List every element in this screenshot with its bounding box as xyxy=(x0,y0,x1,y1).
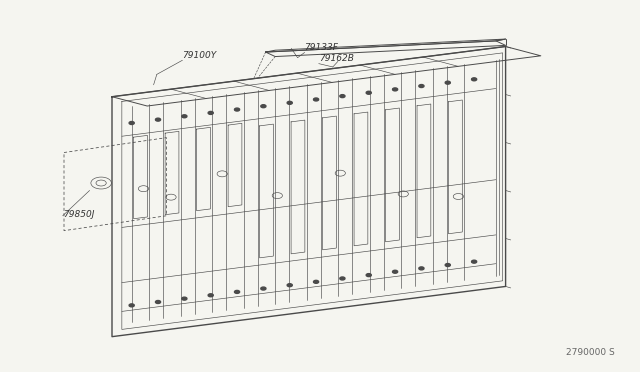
Circle shape xyxy=(445,263,451,266)
Text: 2790000 S: 2790000 S xyxy=(566,348,614,357)
Circle shape xyxy=(234,108,239,111)
Text: 79133F: 79133F xyxy=(304,43,338,52)
Circle shape xyxy=(261,105,266,108)
Text: 79100Y: 79100Y xyxy=(182,51,217,60)
Circle shape xyxy=(287,284,292,287)
Circle shape xyxy=(392,88,397,91)
Text: 79850J: 79850J xyxy=(63,210,94,219)
Text: 79162B: 79162B xyxy=(319,54,353,63)
Circle shape xyxy=(366,91,371,94)
Circle shape xyxy=(156,118,161,121)
Circle shape xyxy=(472,78,477,81)
Circle shape xyxy=(287,101,292,104)
Circle shape xyxy=(314,280,319,283)
Circle shape xyxy=(340,277,345,280)
Circle shape xyxy=(156,301,161,304)
Circle shape xyxy=(182,115,187,118)
Circle shape xyxy=(208,112,213,115)
Circle shape xyxy=(234,291,239,294)
Circle shape xyxy=(419,267,424,270)
Circle shape xyxy=(129,304,134,307)
Circle shape xyxy=(314,98,319,101)
Circle shape xyxy=(366,274,371,277)
Circle shape xyxy=(472,260,477,263)
Circle shape xyxy=(392,270,397,273)
Circle shape xyxy=(419,84,424,87)
Circle shape xyxy=(261,287,266,290)
Circle shape xyxy=(208,294,213,297)
Circle shape xyxy=(445,81,451,84)
Circle shape xyxy=(340,94,345,97)
Circle shape xyxy=(182,297,187,300)
Circle shape xyxy=(129,122,134,125)
